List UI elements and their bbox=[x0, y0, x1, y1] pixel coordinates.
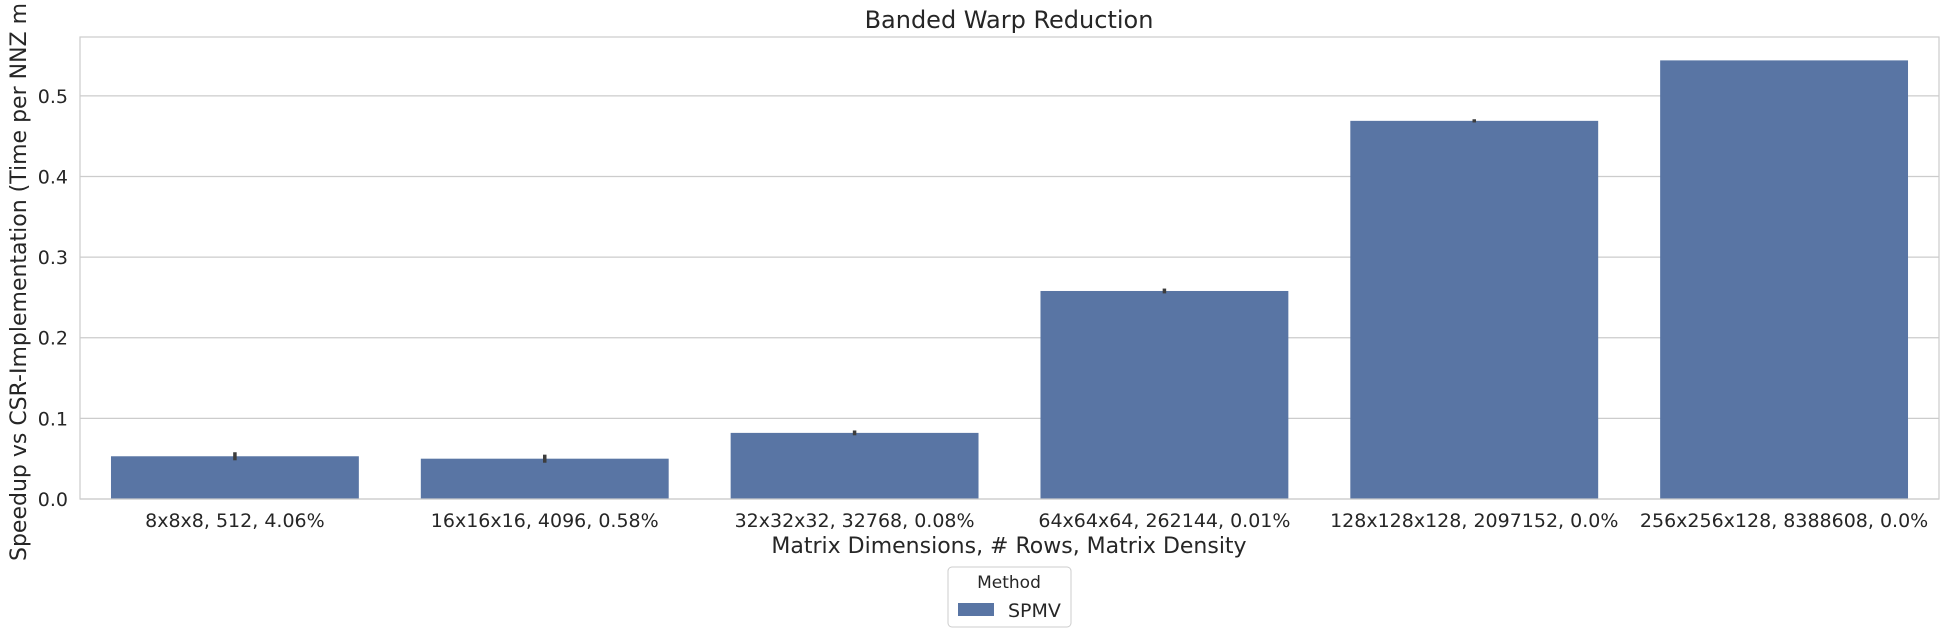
x-tick-label: 8x8x8, 512, 4.06% bbox=[145, 510, 325, 532]
y-tick-label: 0.0 bbox=[38, 489, 68, 511]
legend-label-spmv: SPMV bbox=[1008, 600, 1061, 622]
x-axis-label: Matrix Dimensions, # Rows, Matrix Densit… bbox=[771, 534, 1246, 559]
x-tick-labels: 8x8x8, 512, 4.06% 16x16x16, 4096, 0.58% 32… bbox=[145, 510, 1928, 532]
x-tick-label: 16x16x16, 4096, 0.58% bbox=[431, 510, 659, 532]
y-axis-label: Speedup vs CSR-Implementation (Time per … bbox=[7, 3, 32, 561]
y-tick-label: 0.2 bbox=[38, 328, 68, 350]
legend-swatch-spmv bbox=[958, 603, 994, 616]
legend-title: Method bbox=[977, 573, 1041, 593]
bar bbox=[1350, 120, 1599, 500]
chart-title: Banded Warp Reduction bbox=[865, 6, 1154, 34]
bar bbox=[1660, 60, 1909, 499]
bar bbox=[730, 432, 979, 499]
bar bbox=[420, 458, 669, 499]
bar bbox=[110, 456, 359, 499]
y-tick-label: 0.5 bbox=[38, 86, 68, 108]
y-tick-label: 0.3 bbox=[38, 247, 68, 269]
bar bbox=[1040, 290, 1289, 499]
plot-frame bbox=[79, 36, 1940, 500]
y-tick-labels: 0.0 0.1 0.2 0.3 0.4 0.5 bbox=[38, 86, 68, 511]
y-tick-label: 0.1 bbox=[38, 408, 68, 430]
x-tick-label: 256x256x128, 8388608, 0.0% bbox=[1640, 510, 1928, 532]
x-tick-label: 32x32x32, 32768, 0.08% bbox=[735, 510, 975, 532]
y-tick-label: 0.4 bbox=[38, 166, 68, 188]
x-tick-label: 64x64x64, 262144, 0.01% bbox=[1038, 510, 1290, 532]
bars bbox=[110, 60, 1909, 500]
x-tick-label: 128x128x128, 2097152, 0.0% bbox=[1330, 510, 1618, 532]
legend: Method SPMV bbox=[947, 566, 1072, 628]
